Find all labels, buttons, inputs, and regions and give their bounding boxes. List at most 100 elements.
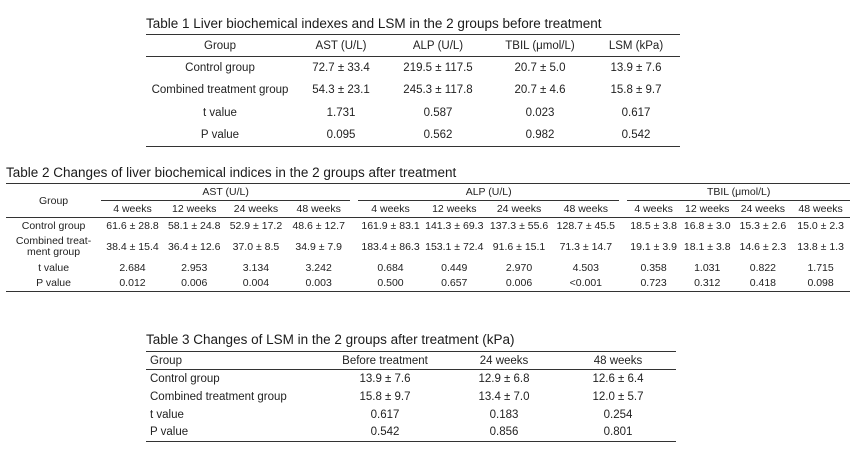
table2-gap <box>350 275 359 292</box>
table-cell: <0.001 <box>552 275 620 292</box>
table-cell: 20.7 ± 4.6 <box>514 84 566 97</box>
table2-group-header-ast: AST (U/L) <box>101 183 351 201</box>
table3: Group Before treatment 24 weeks 48 weeks… <box>146 351 676 442</box>
table2-gap <box>619 200 628 218</box>
table-cell: t value <box>203 106 237 119</box>
table1-caption: Table 1 Liver biochemical indexes and LS… <box>146 16 602 31</box>
table-cell: 13.8 ± 1.3 <box>797 240 844 253</box>
table-cell: 0.617 <box>621 106 651 119</box>
table-cell: 12.0 ± 5.7 <box>592 390 644 403</box>
table2-gap <box>619 275 628 292</box>
table-cell: 20.7 ± 5.0 <box>514 62 566 74</box>
table2-caption: Table 2 Changes of liver biochemical ind… <box>6 165 457 180</box>
table-cell: 3.134 <box>242 261 270 274</box>
table-cell: 36.4 ± 12.6 <box>167 240 221 253</box>
table-row: Combined treatment group 54.3 ± 23.1 245… <box>146 79 680 102</box>
table-cell: 48.6 ± 12.7 <box>292 219 345 232</box>
table-cell: 34.9 ± 7.9 <box>295 240 342 253</box>
table-cell: 15.3 ± 2.6 <box>739 219 787 232</box>
table2-subheader-cell: 24 weeks <box>485 200 553 218</box>
table2-subheader-cell: 4 weeks <box>358 200 423 218</box>
table2-group-header-row: Group AST (U/L) ALP (U/L) TBIL (μmol/L) <box>6 183 850 218</box>
table-cell: 1.731 <box>326 106 356 119</box>
table-cell: 3.242 <box>305 261 332 274</box>
table2-subheader-cell: 12 weeks <box>163 200 225 218</box>
table-cell: 13.4 ± 7.0 <box>478 390 530 403</box>
table-row: Control group 13.9 ± 7.6 12.9 ± 6.8 12.6… <box>146 370 676 388</box>
table3-caption: Table 3 Changes of LSM in the 2 groups a… <box>146 332 515 347</box>
table-cell: 0.006 <box>485 275 553 292</box>
table-cell: 219.5 ± 117.5 <box>403 62 473 74</box>
table-cell: 91.6 ± 15.1 <box>492 240 546 253</box>
table-cell: 161.9 ± 83.1 <box>361 219 420 232</box>
table-cell: 15.8 ± 9.7 <box>359 390 411 403</box>
table-cell: 72.7 ± 33.4 <box>312 62 370 74</box>
table-row: P value 0.542 0.856 0.801 <box>146 423 676 442</box>
table2-gap <box>350 183 359 201</box>
table-cell: 61.6 ± 28.8 <box>106 219 159 232</box>
table-row-label: t value <box>38 261 70 274</box>
table-row-label: Control group <box>21 219 86 232</box>
table-cell: 0.012 <box>101 275 164 292</box>
table1-header-cell: ALP (U/L) <box>388 34 488 57</box>
table2-group-header-tbil: TBIL (μmol/L) <box>627 183 850 201</box>
table2-subheader-cell: 48 weeks <box>791 200 850 218</box>
table2-gap <box>619 260 627 276</box>
table-cell: 0.003 <box>287 275 351 292</box>
table3-header-row: Group Before treatment 24 weeks 48 weeks <box>146 351 676 370</box>
table-row-label: P value <box>146 423 322 442</box>
table2-subheader-cell: 12 weeks <box>422 200 486 218</box>
table-cell: 0.095 <box>294 124 388 147</box>
table-row-label-line2: ment group <box>27 245 81 258</box>
table2-gap <box>350 200 359 218</box>
table-row: P value 0.012 0.006 0.004 0.003 0.500 0.… <box>6 275 850 292</box>
table2-gap <box>350 234 358 260</box>
table-cell: 0.254 <box>603 408 633 421</box>
table-row: Combined treatment group 15.8 ± 9.7 13.4… <box>146 388 676 406</box>
table2-subheader-cell: 48 weeks <box>287 200 351 218</box>
table-cell: 0.312 <box>679 275 735 292</box>
table-cell: 54.3 ± 23.1 <box>312 84 370 97</box>
table-row: t value 2.684 2.953 3.134 3.242 0.684 0.… <box>6 260 850 276</box>
table2-gap <box>619 218 627 234</box>
table2-subheader-cell: 12 weeks <box>679 200 735 218</box>
table-row-label: Combined treatment group <box>150 390 287 403</box>
table2-group-column-header: Group <box>6 183 102 218</box>
table2-group-header-alp: ALP (U/L) <box>358 183 620 201</box>
table-cell: 137.3 ± 55.6 <box>489 219 549 232</box>
table-cell: 12.9 ± 6.8 <box>478 372 530 385</box>
table-row: Combined treat-ment group 38.4 ± 15.4 36… <box>6 234 850 260</box>
table-row-label: t value <box>150 408 184 421</box>
table-cell: 0.542 <box>322 423 448 442</box>
table-row: Control group 61.6 ± 28.8 58.1 ± 24.8 52… <box>6 218 850 234</box>
table-cell: 19.1 ± 3.9 <box>630 240 677 253</box>
table3-header-cell: Group <box>146 351 322 370</box>
table-cell: 0.004 <box>224 275 288 292</box>
table1-header-cell: LSM (kPa) <box>592 34 680 57</box>
table2-subheader-cell: 4 weeks <box>627 200 680 218</box>
table-cell: 2.953 <box>181 261 208 274</box>
table-cell: 52.9 ± 17.2 <box>229 219 283 232</box>
table-cell: 37.0 ± 8.5 <box>232 240 280 253</box>
table-cell: 0.098 <box>791 275 850 292</box>
table-cell: 15.8 ± 9.7 <box>610 84 662 97</box>
table2-gap <box>350 260 358 276</box>
table-row: t value 1.731 0.587 0.023 0.617 <box>146 102 680 125</box>
table2-subheader-row: 4 weeks 12 weeks 24 weeks 48 weeks 4 wee… <box>6 200 850 218</box>
table-cell: Combined treatment group <box>151 84 289 97</box>
table-cell: 0.982 <box>488 124 592 147</box>
table-row: Control group 72.7 ± 33.4 219.5 ± 117.5 … <box>146 57 680 80</box>
table1-header-row: Group AST (U/L) ALP (U/L) TBIL (μmol/L) … <box>146 34 680 57</box>
table-row-label-line1: Combined treat- <box>15 234 92 247</box>
table-cell: 1.715 <box>807 261 834 274</box>
table-cell: 0.822 <box>749 261 777 274</box>
table-cell: 128.7 ± 45.5 <box>556 219 615 232</box>
table2-subheader-cell: 4 weeks <box>101 200 164 218</box>
table-cell: 18.1 ± 3.8 <box>683 240 731 253</box>
table-cell: 0.418 <box>734 275 792 292</box>
table-cell: 18.5 ± 3.8 <box>630 219 677 232</box>
table-cell: 1.031 <box>694 261 721 274</box>
table3-header-cell: Before treatment <box>322 351 448 370</box>
table-cell: 0.500 <box>358 275 423 292</box>
table2-subheader-cell: 48 weeks <box>552 200 620 218</box>
